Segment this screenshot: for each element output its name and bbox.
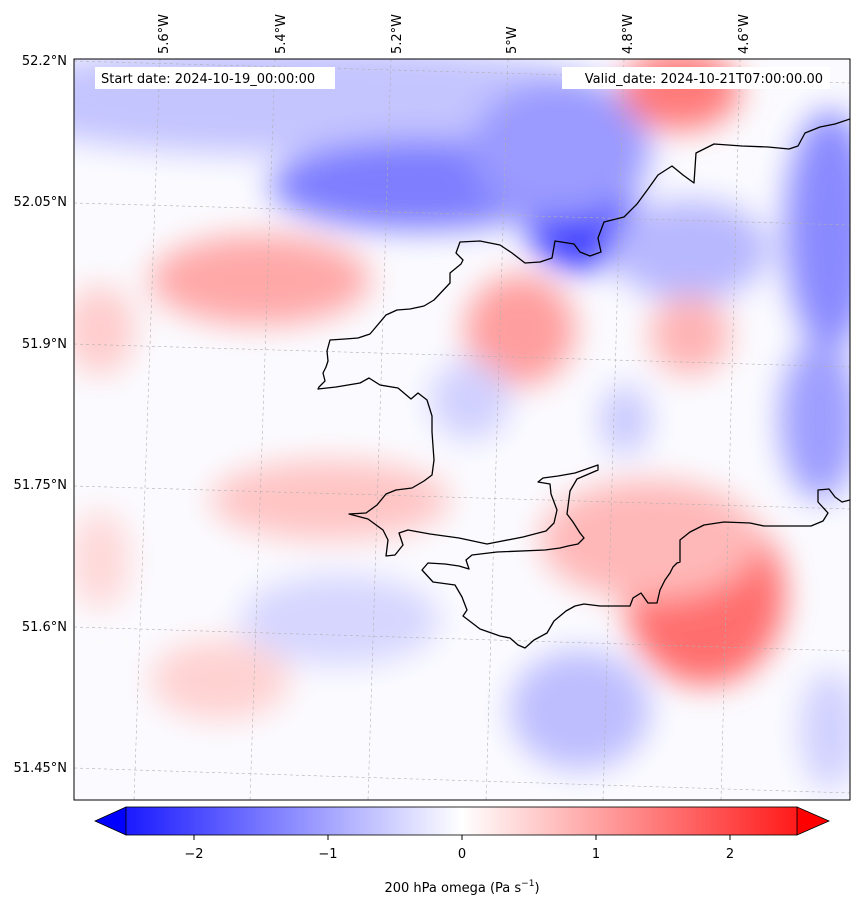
lat-label-52-05: 52.05°N (14, 195, 67, 210)
longitude-labels: 5.6°W 5.4°W 5.2°W 5°W 4.8°W 4.6°W (157, 14, 752, 54)
lat-label-52-2: 52.2°N (22, 54, 67, 69)
lat-label-51-45: 51.45°N (14, 761, 67, 776)
coastline-north (317, 118, 850, 649)
colorbar-tick-label: 2 (726, 847, 734, 862)
omega-blob-north-descent (620, 59, 740, 130)
colorbar: −2 −1 0 1 2 200 hPa omega (Pa s−1) (94, 806, 830, 896)
colorbar-tick-label: −1 (318, 847, 337, 862)
omega-blob-east-ascent (785, 110, 850, 350)
omega-blob-south-west-descent (150, 640, 290, 720)
latitude-labels: 52.2°N 52.05°N 51.9°N 51.75°N 51.6°N 51.… (14, 54, 67, 776)
colorbar-tick-label: 1 (592, 847, 600, 862)
omega-blob-east-descent (650, 295, 730, 375)
colorbar-label-main: 200 hPa omega (Pa s (384, 881, 521, 896)
omega-blob-bay-descent (210, 460, 450, 540)
omega-blob-south-ascent (240, 575, 440, 665)
lon-label-5-4: 5.4°W (274, 14, 289, 54)
valid-date-label: Valid_date: 2024-10-21T07:00:00.00 (585, 72, 823, 87)
lon-label-5-6: 5.6°W (157, 14, 172, 54)
omega-field (74, 59, 850, 790)
valid-date-box: Valid_date: 2024-10-21T07:00:00.00 (562, 67, 830, 89)
valid-date-box-bg (562, 67, 830, 89)
colorbar-tick-label: 0 (458, 847, 466, 862)
omega-blob-west-descent (150, 235, 370, 325)
omega-blob-west-descent-2 (74, 510, 130, 610)
lon-label-5-0: 5°W (505, 26, 520, 54)
colorbar-tick-label: −2 (184, 847, 203, 862)
lon-label-4-6: 4.6°W (737, 14, 752, 54)
omega-blob-small-ascent (600, 385, 650, 455)
omega-blob-east-halo (610, 200, 770, 300)
colorbar-label: 200 hPa omega (Pa s−1) (384, 879, 539, 896)
lon-label-4-8: 4.8°W (621, 14, 636, 54)
colorbar-gradient (125, 806, 798, 836)
colorbar-low-extend-arrow (94, 806, 127, 836)
omega-blob-ascent-halo (470, 80, 650, 220)
lat-label-51-6: 51.6°N (22, 620, 67, 635)
colorbar-high-extend-arrow (796, 806, 830, 836)
omega-blob-west-edge (74, 285, 135, 375)
colorbar-ticks: −2 −1 0 1 2 (184, 835, 734, 862)
lon-label-5-2: 5.2°W (390, 14, 405, 54)
coastline (317, 118, 850, 649)
colorbar-label-end: ) (534, 881, 539, 896)
omega-blob-south-east-edge (800, 670, 850, 790)
start-date-box-bg (95, 67, 335, 89)
start-date-label: Start date: 2024-10-19_00:00:00 (101, 72, 315, 87)
lat-label-51-9: 51.9°N (22, 337, 67, 352)
omega-blob-central-ascent (430, 360, 510, 440)
omega-blob-south-east-halo (540, 480, 760, 600)
map-panel: Start date: 2024-10-19_00:00:00 Valid_da… (14, 14, 851, 801)
colorbar-label-superscript: −1 (521, 879, 534, 889)
map-frame (73, 58, 851, 801)
omega-blob-south-ascent-2 (510, 650, 650, 770)
omega-blob-central-descent (465, 275, 575, 385)
lat-label-51-75: 51.75°N (14, 478, 67, 493)
start-date-box: Start date: 2024-10-19_00:00:00 (95, 67, 335, 89)
omega-blob-east-ascent-2 (780, 340, 850, 500)
